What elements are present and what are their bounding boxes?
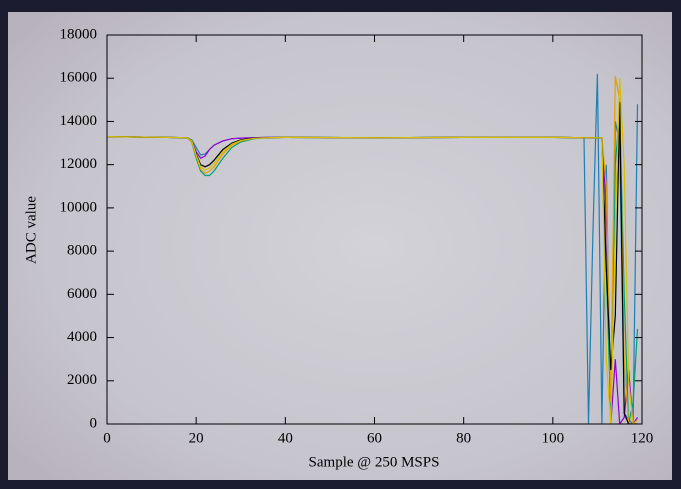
y-tick-label: 2000 [67,372,97,388]
x-tick-label: 40 [278,430,293,446]
x-tick-label: 100 [542,430,565,446]
plot-lines [107,73,639,424]
y-tick-label: 10000 [60,199,98,215]
y-tick-label: 8000 [67,243,97,259]
y-tick-label: 18000 [60,26,98,42]
x-axis-label: Sample @ 250 MSPS [309,454,440,470]
x-tick-label: 20 [189,430,204,446]
y-tick-label: 14000 [60,113,98,129]
series-line [107,78,638,424]
x-tick-label: 120 [631,430,654,446]
y-tick-label: 6000 [67,286,97,302]
y-tick-label: 16000 [60,70,98,86]
x-tick-label: 0 [103,430,111,446]
x-tick-label: 80 [456,430,471,446]
y-tick-label: 0 [90,415,98,431]
y-tick-label: 4000 [67,329,97,345]
panel [8,12,672,480]
y-tick-label: 12000 [60,156,98,172]
x-tick-label: 60 [367,430,382,446]
y-axis-label: ADC value [23,196,39,264]
